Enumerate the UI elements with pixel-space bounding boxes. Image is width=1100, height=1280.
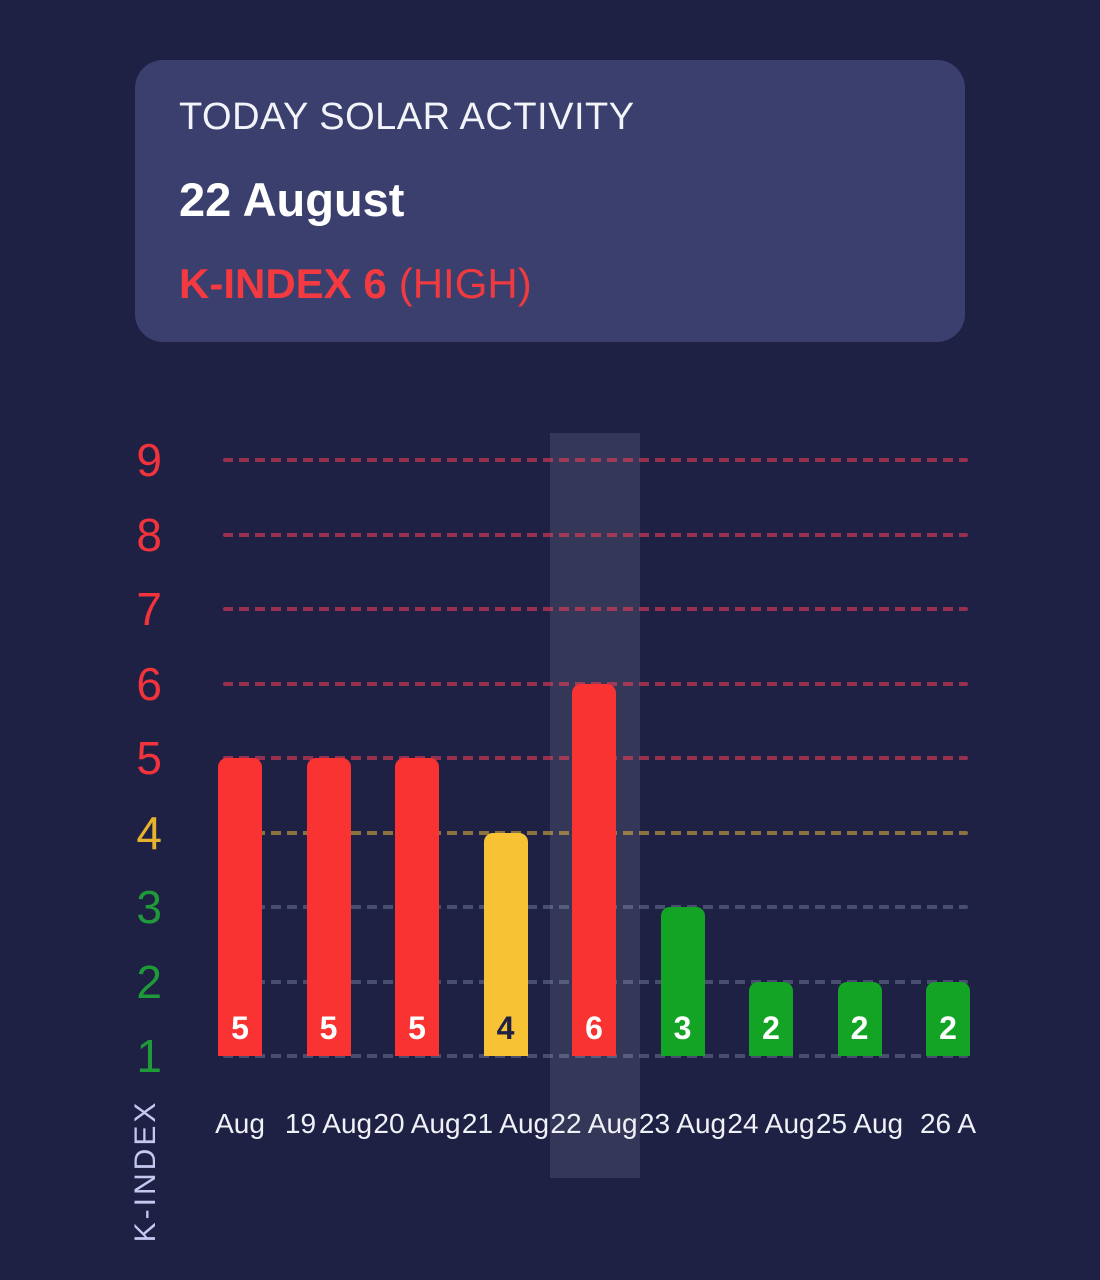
bar-24-aug: 2: [749, 981, 793, 1056]
bar-value-label: 2: [762, 1010, 780, 1046]
summary-card: TODAY SOLAR ACTIVITY 22 August K-INDEX 6…: [135, 60, 965, 342]
y-tick-4: 4: [136, 806, 162, 859]
y-axis-title: K-INDEX: [129, 1099, 162, 1243]
bar-23-aug: 3: [660, 907, 705, 1056]
x-tick-21-aug: 21 Aug: [461, 1108, 550, 1139]
x-tick-19-aug: 19 Aug: [284, 1108, 373, 1139]
y-tick-2: 2: [136, 955, 162, 1008]
bar-20-aug: 5: [395, 758, 439, 1056]
gridline-1: [223, 1054, 968, 1058]
card-title: TODAY SOLAR ACTIVITY: [179, 96, 635, 138]
kindex-line: K-INDEX 6 (HIGH): [179, 260, 532, 308]
bar-26-a: 2: [926, 981, 970, 1056]
bar-value-label: 4: [496, 1010, 515, 1046]
bar-value-label: 2: [850, 1010, 869, 1046]
bar-aug: 5: [218, 758, 262, 1056]
y-tick-3: 3: [136, 881, 162, 933]
card-date: 22 August: [179, 173, 405, 226]
y-tick-8: 8: [136, 508, 162, 561]
y-tick-7: 7: [136, 583, 162, 635]
gridline-9: [223, 458, 968, 462]
x-tick-23-aug: 23 Aug: [638, 1108, 727, 1139]
bar-value-label: 3: [673, 1010, 692, 1046]
x-tick-20-aug: 20 Aug: [373, 1108, 461, 1139]
bar-21-aug: 4: [483, 832, 528, 1056]
x-tick-24-aug: 24 Aug: [727, 1108, 815, 1139]
kindex-status: (HIGH): [398, 260, 532, 307]
y-tick-5: 5: [136, 732, 162, 784]
bar-value-label: 5: [319, 1010, 338, 1046]
bar-value-label: 6: [585, 1010, 603, 1046]
x-tick-22-aug: 22 Aug: [550, 1108, 638, 1139]
y-tick-9: 9: [136, 434, 162, 486]
y-tick-1: 1: [136, 1030, 162, 1082]
bar-value-label: 2: [939, 1010, 957, 1046]
bar-value-label: 5: [408, 1010, 426, 1046]
x-tick-26-a: 26 A: [919, 1108, 977, 1139]
bar-value-label: 5: [231, 1010, 249, 1046]
y-tick-6: 6: [136, 657, 162, 710]
bar-25-aug: 2: [837, 981, 882, 1056]
bar-22-aug: 6: [572, 683, 616, 1056]
x-tick-25-aug: 25 Aug: [815, 1108, 904, 1139]
gridline-7: [223, 607, 968, 611]
kindex-value: K-INDEX 6: [179, 260, 387, 307]
bar-19-aug: 5: [306, 758, 351, 1056]
x-tick-aug: Aug: [215, 1108, 265, 1139]
gridline-8: [223, 532, 968, 537]
